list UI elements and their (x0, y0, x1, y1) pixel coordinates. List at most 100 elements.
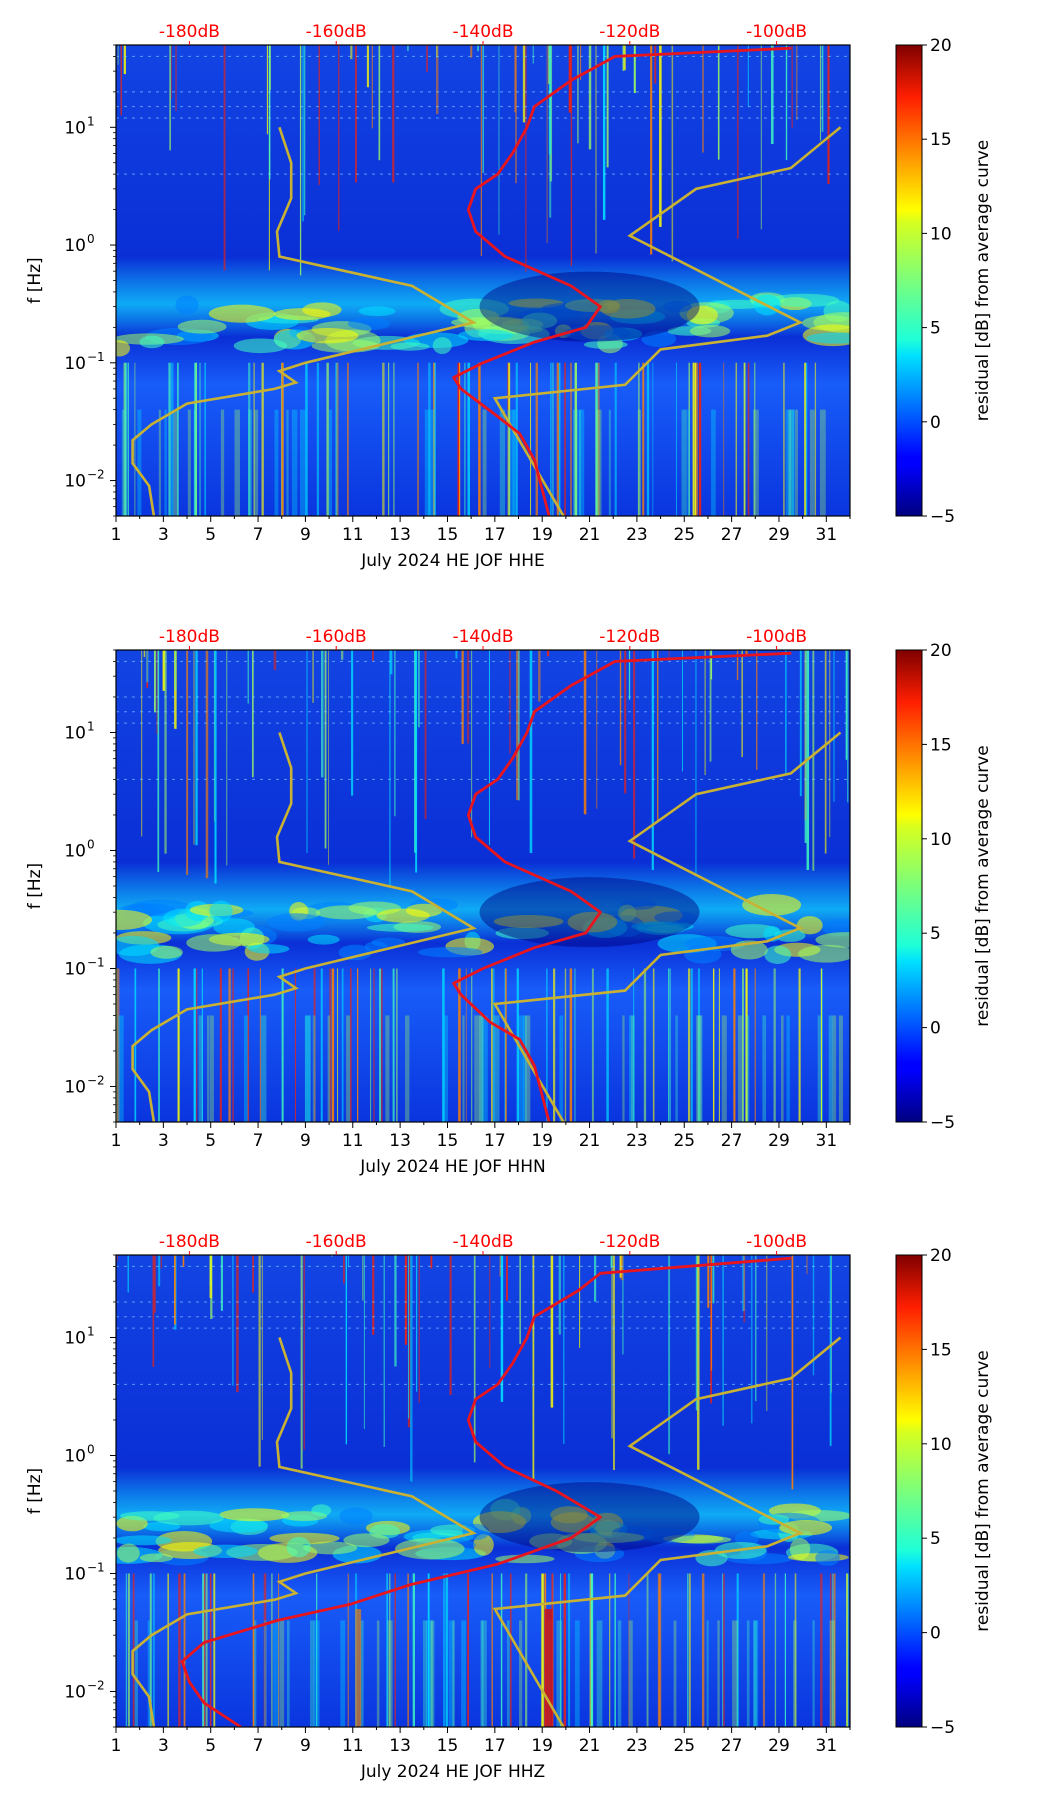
x-tick-label: 19 (531, 1736, 553, 1756)
heatmap-band-blob (521, 312, 558, 329)
heatmap-band-blob (139, 335, 165, 349)
heatmap-column (234, 409, 240, 516)
x-tick-label: 19 (531, 525, 553, 545)
heatmap-column (305, 1015, 311, 1122)
heatmap-column (387, 1620, 393, 1727)
heatmap-column (328, 409, 332, 516)
x-tick-label: 25 (673, 1736, 695, 1756)
heatmap-column (452, 1620, 455, 1727)
top-axis-label: -140dB (452, 22, 513, 42)
top-axis-label: -100dB (746, 627, 807, 647)
heatmap-column (506, 1620, 510, 1727)
heatmap-band-blob (311, 1504, 332, 1517)
heatmap-band-blob (116, 1535, 172, 1546)
colorbar-tick-label: 0 (930, 1019, 941, 1039)
heatmap-band-blob (583, 340, 628, 349)
colorbar-tick-label: 20 (930, 641, 952, 661)
heatmap-column (675, 1015, 678, 1122)
heatmap-band-blob (371, 937, 406, 948)
x-tick-label: 17 (484, 525, 506, 545)
heatmap-band-blob (405, 903, 443, 918)
top-axis-label: -120dB (599, 627, 660, 647)
heatmap-band-blob (462, 1523, 490, 1540)
colorbar: 20 15 10 5 0 −5 residual [dB] from average cur… (895, 1246, 993, 1738)
heatmap-column (481, 1620, 487, 1727)
heatmap-band-blob (686, 305, 718, 325)
y-tick-label: 10 (64, 1077, 86, 1097)
heatmap-band-blob (395, 1538, 465, 1560)
y-tick-exponent: −2 (87, 1678, 105, 1692)
y-tick-label: 10 (64, 1446, 86, 1466)
heatmap-band-blob (366, 923, 434, 932)
x-tick-label: 17 (484, 1736, 506, 1756)
heatmap-band-blob (822, 918, 850, 937)
heatmap-column (461, 1620, 466, 1727)
heatmap-band-blob (458, 329, 514, 341)
heatmap-column (134, 1620, 138, 1727)
heatmap-column (479, 1015, 484, 1122)
colorbar: 20 15 10 5 0 −5 residual [dB] from average cur… (895, 36, 993, 527)
y-tick-exponent: 0 (87, 837, 95, 851)
heatmap-column (312, 1015, 316, 1122)
heatmap-band-blob (654, 911, 698, 924)
colorbar-tick-label: 10 (930, 1435, 952, 1455)
heatmap-column (753, 1620, 759, 1727)
y-tick-label: 10 (64, 236, 86, 256)
heatmap-column (424, 409, 430, 516)
heatmap-column (462, 1015, 465, 1122)
heatmap-band-blob (663, 300, 692, 313)
x-tick-label: 5 (205, 1131, 216, 1151)
heatmap-band-blob (150, 945, 183, 959)
heatmap-column (121, 409, 125, 516)
x-tick-label: 23 (626, 1736, 648, 1756)
colorbar-tick-label: 15 (930, 130, 952, 150)
heatmap-column (499, 409, 506, 516)
heatmap-column (572, 409, 578, 516)
heatmap-column (164, 409, 167, 516)
heatmap-column (198, 1015, 203, 1122)
y-tick-label: 10 (64, 118, 86, 138)
heatmap-band-blob (768, 293, 840, 308)
heatmap-column (360, 1620, 364, 1727)
heatmap-column (788, 409, 792, 516)
heatmap-band-blob (641, 330, 677, 348)
heatmap-column (780, 1015, 784, 1122)
heatmap-column (697, 1015, 703, 1122)
heatmap-band-blob (815, 1550, 840, 1566)
colorbar-tick-label: 20 (930, 36, 952, 56)
heatmap-column (254, 1620, 257, 1727)
x-tick-label: 1 (111, 525, 122, 545)
spectrogram-heatmap (116, 1255, 850, 1727)
heatmap-band-blob (116, 935, 160, 956)
heatmap-column (118, 1015, 124, 1122)
y-axis-label: f [Hz] (25, 863, 45, 909)
y-tick-label: 10 (64, 1328, 86, 1348)
colorbar-tick-label: 15 (930, 1340, 952, 1360)
y-tick-label: 10 (64, 1564, 86, 1584)
heatmap-column (193, 409, 197, 516)
x-tick-label: 29 (768, 1131, 790, 1151)
top-axis-label: -160dB (306, 1232, 367, 1252)
reference-curve (131, 1337, 477, 1727)
colorbar-tick-label: 0 (930, 1624, 941, 1644)
heatmap-band-blob (597, 299, 621, 314)
x-tick-label: 27 (721, 525, 743, 545)
heatmap-column (574, 1620, 580, 1727)
mean-psd-curve (452, 651, 792, 1122)
heatmap-quiet-region (479, 877, 700, 948)
x-tick-label: 15 (437, 525, 459, 545)
heatmap-column (248, 409, 252, 516)
x-tick-label: 21 (579, 525, 601, 545)
heatmap-column (753, 1620, 757, 1727)
heatmap-column (762, 1015, 767, 1122)
heatmap-column (482, 409, 487, 516)
heatmap-column (430, 1620, 435, 1727)
colorbar-tick-label: 15 (930, 735, 952, 755)
heatmap-column (628, 1015, 635, 1122)
heatmap-band-blob (390, 342, 430, 351)
heatmap-column (732, 1620, 738, 1727)
heatmap-column (253, 409, 259, 516)
reference-curve (131, 732, 477, 1122)
colorbar-label: residual [dB] from average curve (973, 745, 993, 1026)
x-tick-label: 3 (158, 1131, 169, 1151)
